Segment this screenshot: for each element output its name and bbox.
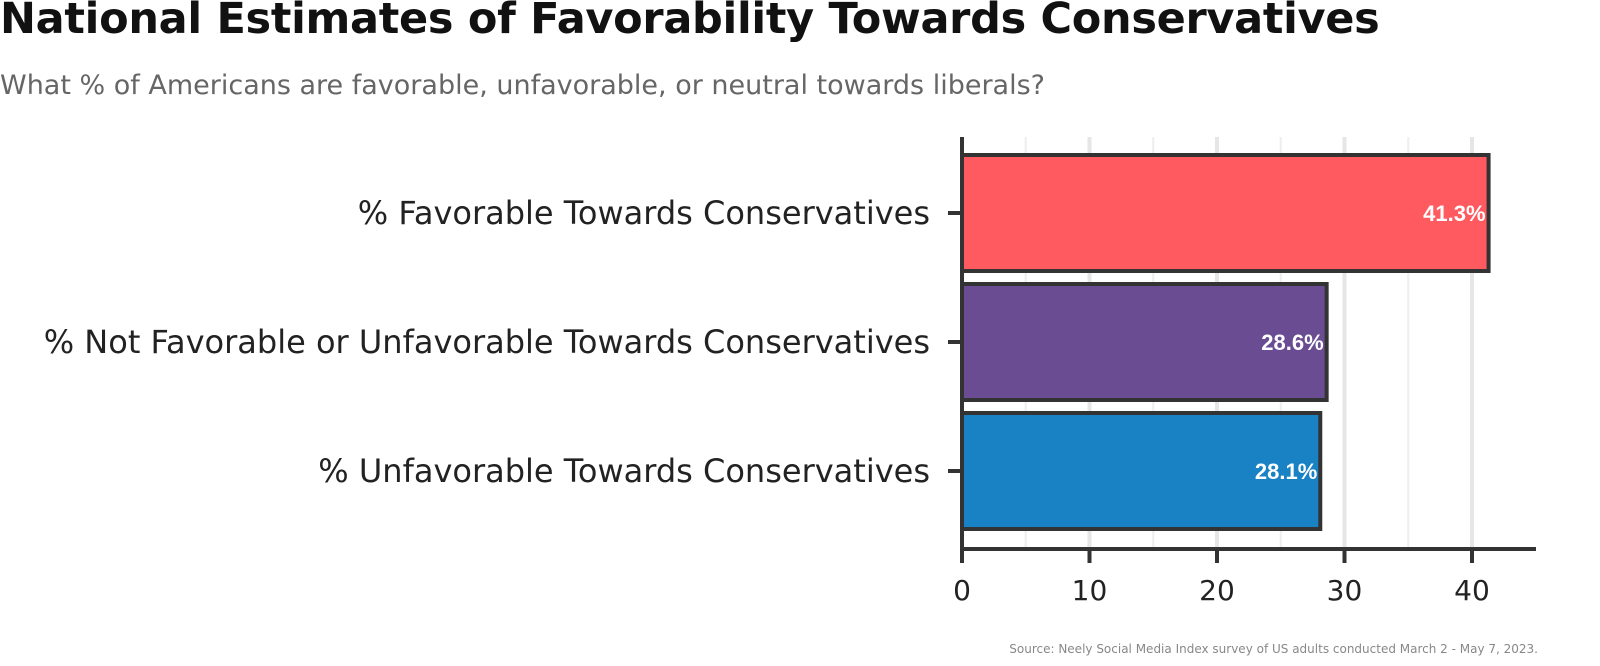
x-tick-label-1: 10	[1072, 574, 1108, 607]
x-tick-label-2: 20	[1199, 574, 1235, 607]
x-tick-label-3: 30	[1327, 574, 1363, 607]
bar-value-label-2: 28.1%	[1255, 459, 1317, 484]
bar-0	[960, 153, 1491, 273]
category-label-0: % Favorable Towards Conservatives	[358, 194, 930, 232]
chart-title: National Estimates of Favorability Towar…	[0, 0, 1380, 44]
chart-subtitle: What % of Americans are favorable, unfav…	[0, 70, 1045, 101]
x-tick-label-4: 40	[1454, 574, 1490, 607]
bar-value-label-1: 28.6%	[1261, 330, 1323, 355]
bar-value-label-0: 41.3%	[1423, 201, 1485, 226]
bar-2	[960, 411, 1323, 531]
x-tick-label-0: 0	[953, 574, 971, 607]
category-label-2: % Unfavorable Towards Conservatives	[318, 452, 930, 490]
source-caption: Source: Neely Social Media Index survey …	[1009, 642, 1538, 656]
category-label-1: % Not Favorable or Unfavorable Towards C…	[44, 323, 930, 361]
